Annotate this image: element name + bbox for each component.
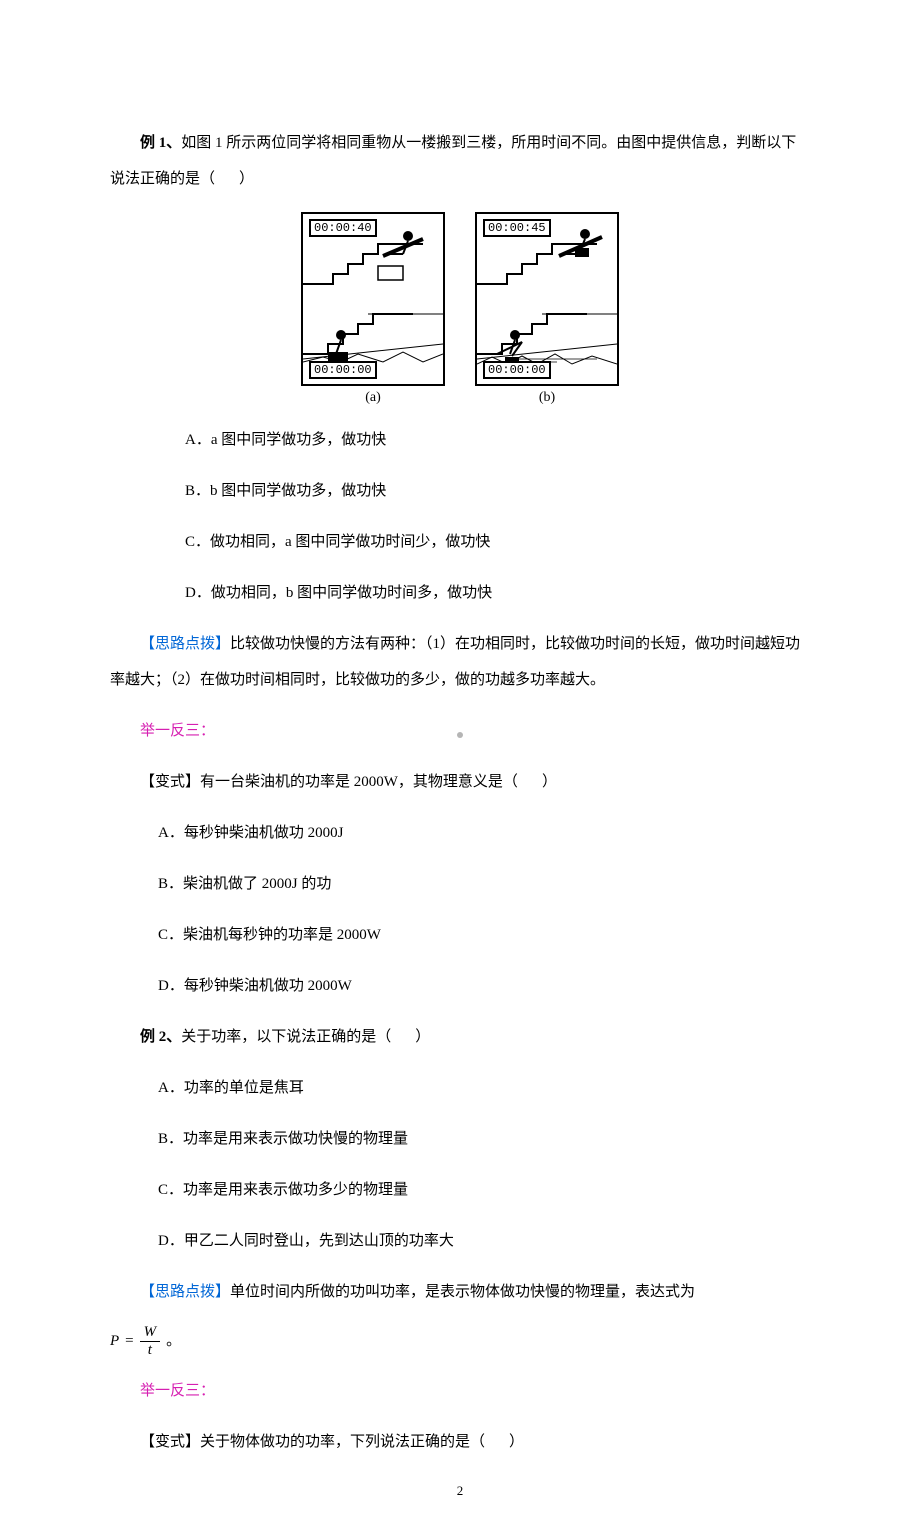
- ex2-option-c: C．功率是用来表示做功多少的物理量: [110, 1172, 810, 1208]
- example1-paren: [215, 171, 239, 187]
- ex2-variant-label: 【变式】: [140, 1434, 200, 1450]
- formula-lhs: P: [110, 1334, 119, 1349]
- example2-paren-close: ）: [415, 1029, 430, 1045]
- ex2-hint: 【思路点拨】单位时间内所做的功叫功率，是表示物体做功快慢的物理量，表达式为: [110, 1274, 810, 1310]
- example1-title: 例 1、如图 1 所示两位同学将相同重物从一楼搬到三楼，所用时间不同。由图中提供…: [110, 125, 810, 197]
- ex1-variant-label: 【变式】: [140, 774, 200, 790]
- ex2-hint-label: 【思路点拨】: [140, 1284, 230, 1300]
- ex2-variant: 【变式】关于物体做功的功率，下列说法正确的是（ ）: [110, 1424, 810, 1460]
- ex2-variant-text: 关于物体做功的功率，下列说法正确的是（: [200, 1434, 485, 1450]
- page-container: 例 1、如图 1 所示两位同学将相同重物从一楼搬到三楼，所用时间不同。由图中提供…: [0, 0, 920, 1515]
- page-number: 2: [0, 1484, 920, 1497]
- ex1-option-b: B．b 图中同学做功多，做功快: [110, 473, 810, 509]
- example1-paren-close: ）: [239, 171, 254, 187]
- example2-label: 例 2、: [140, 1029, 181, 1045]
- figure-a: 00:00:40 00:00:00 (a): [301, 212, 445, 407]
- ex1-option-d: D．做功相同，b 图中同学做功时间多，做功快: [110, 575, 810, 611]
- ex1-variant-paren-close: ）: [542, 774, 557, 790]
- figure-a-drawing: [303, 214, 443, 384]
- formula-period: 。: [166, 1334, 181, 1349]
- ex1v-option-a: A．每秒钟柴油机做功 2000J: [110, 815, 810, 851]
- example2-text: 关于功率，以下说法正确的是（: [181, 1029, 391, 1045]
- example2-title: 例 2、关于功率，以下说法正确的是（ ）: [110, 1019, 810, 1055]
- figure-a-panel: 00:00:40 00:00:00: [301, 212, 445, 386]
- formula: P = W t 。: [110, 1325, 810, 1358]
- ex2-hint-text: 单位时间内所做的功叫功率，是表示物体做功快慢的物理量，表达式为: [230, 1284, 695, 1300]
- ex2-option-d: D．甲乙二人同时登山，先到达山顶的功率大: [110, 1223, 810, 1259]
- example1-label: 例 1、: [140, 135, 181, 151]
- ex2-variant-paren-close: ）: [509, 1434, 524, 1450]
- figures-row: 00:00:40 00:00:00 (a): [110, 212, 810, 407]
- ex1v-option-c: C．柴油机每秒钟的功率是 2000W: [110, 917, 810, 953]
- ex1-option-a: A．a 图中同学做功多，做功快: [110, 422, 810, 458]
- figure-a-label: (a): [365, 390, 381, 407]
- ex1-variant: 【变式】有一台柴油机的功率是 2000W，其物理意义是（ ）: [110, 764, 810, 800]
- ex2-variant-heading: 举一反三：: [110, 1373, 810, 1409]
- ex1-hint: 【思路点拨】比较做功快慢的方法有两种：（1）在功相同时，比较做功时间的长短，做功…: [110, 626, 810, 698]
- ex1-variant-paren: [518, 774, 542, 790]
- figure-b-panel: 00:00:45 00:00:00: [475, 212, 619, 386]
- ex2-option-b: B．功率是用来表示做功快慢的物理量: [110, 1121, 810, 1157]
- figure-b: 00:00:45 00:00:00: [475, 212, 619, 407]
- figure-b-time-bottom: 00:00:00: [483, 361, 551, 379]
- formula-eq: =: [125, 1334, 133, 1349]
- formula-den: t: [148, 1342, 152, 1358]
- page-center-dot: [457, 732, 463, 738]
- formula-num: W: [140, 1325, 161, 1342]
- ex1-hint-label: 【思路点拨】: [140, 636, 230, 652]
- ex1v-option-d: D．每秒钟柴油机做功 2000W: [110, 968, 810, 1004]
- formula-fraction: W t: [140, 1325, 161, 1358]
- example1-text: 如图 1 所示两位同学将相同重物从一楼搬到三楼，所用时间不同。由图中提供信息，判…: [110, 135, 796, 187]
- ex1-option-c: C．做功相同，a 图中同学做功时间少，做功快: [110, 524, 810, 560]
- ex1-variant-text: 有一台柴油机的功率是 2000W，其物理意义是（: [200, 774, 518, 790]
- example2-paren: [391, 1029, 415, 1045]
- ex2-option-a: A．功率的单位是焦耳: [110, 1070, 810, 1106]
- figure-b-label: (b): [539, 390, 555, 407]
- figure-b-drawing: [477, 214, 617, 384]
- ex2-variant-paren: [485, 1434, 509, 1450]
- figure-a-time-bottom: 00:00:00: [309, 361, 377, 379]
- ex1v-option-b: B．柴油机做了 2000J 的功: [110, 866, 810, 902]
